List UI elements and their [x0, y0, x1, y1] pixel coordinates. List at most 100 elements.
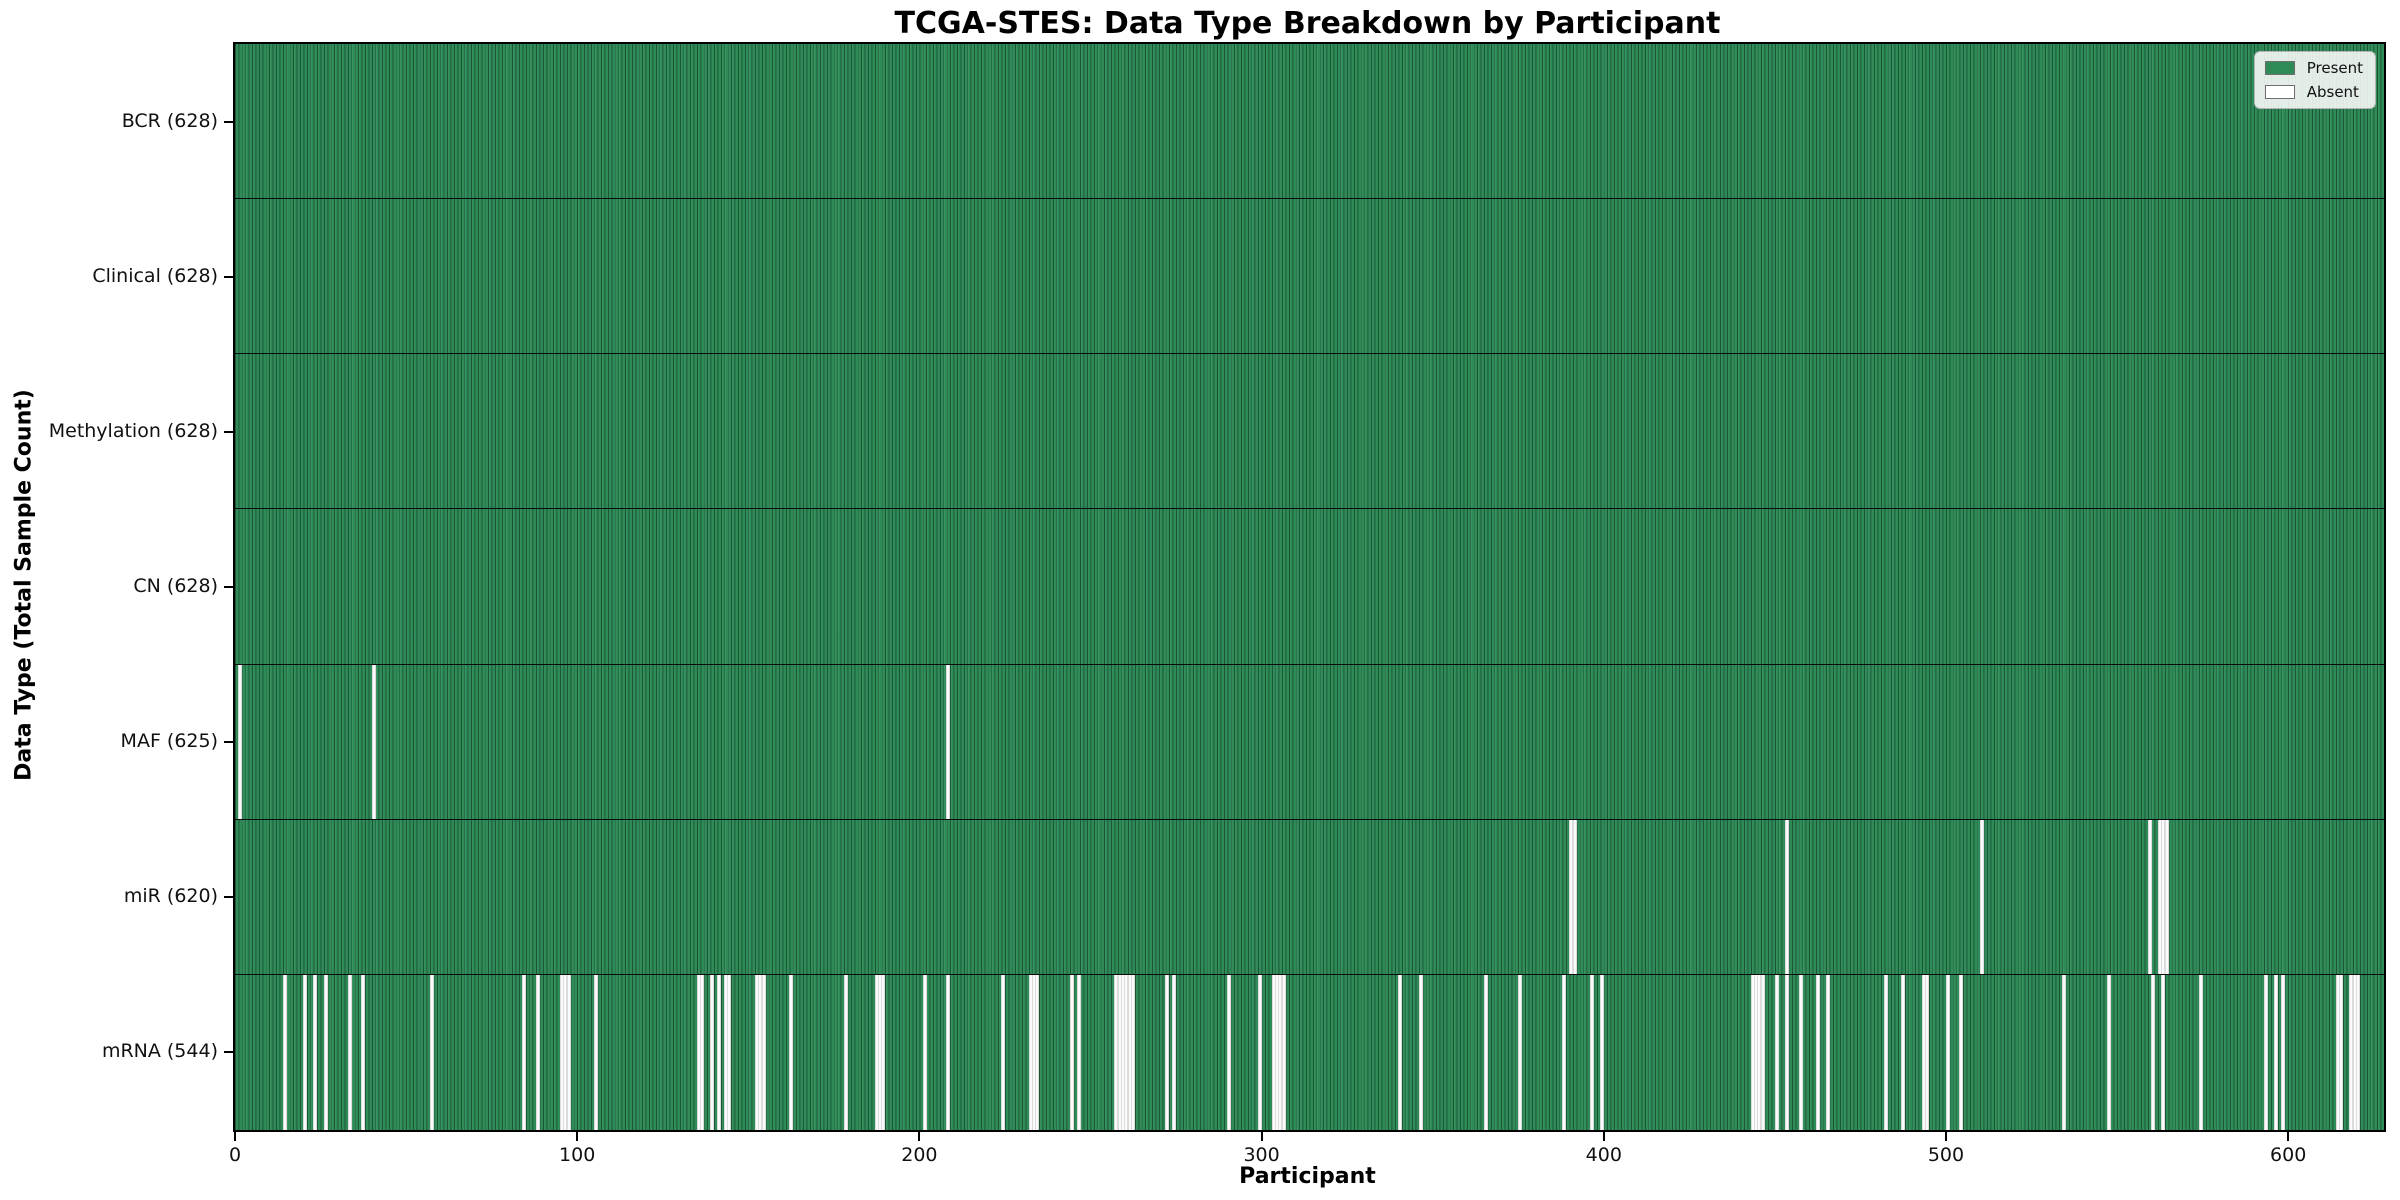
absent-stripe-mRNA-224: [1001, 974, 1006, 1130]
absent-stripe-miR-562: [2157, 819, 2162, 974]
absent-stripe-miR-390: [1569, 819, 1574, 974]
absent-stripe-mRNA-135: [696, 974, 701, 1130]
row-mRNA: [235, 974, 2384, 1130]
absent-stripe-mRNA-305: [1278, 974, 1283, 1130]
absent-stripe-mRNA-262: [1131, 974, 1136, 1130]
absent-stripe-mRNA-619: [2352, 974, 2357, 1130]
absent-stripe-miR-563: [2161, 819, 2166, 974]
absent-stripe-mRNA-233: [1032, 974, 1037, 1130]
absent-stripe-MAF-1: [238, 664, 243, 819]
absent-stripe-mRNA-88: [535, 974, 540, 1130]
legend-label-absent: Absent: [2306, 83, 2359, 101]
absent-stripe-MAF-208: [946, 664, 951, 819]
ytick-label-miR: miR (620): [123, 885, 218, 908]
absent-stripe-mRNA-453: [1784, 974, 1789, 1130]
absent-stripe-MAF-40: [371, 664, 376, 819]
xtick-label-500: 500: [1927, 1144, 1965, 1166]
xtick-mark-0: [234, 1132, 236, 1141]
absent-stripe-mRNA-23: [313, 974, 318, 1130]
absent-stripe-mRNA-272: [1165, 974, 1170, 1130]
absent-stripe-mRNA-547: [2106, 974, 2111, 1130]
absent-stripe-mRNA-620: [2356, 974, 2361, 1130]
row-Methylation: [235, 354, 2384, 510]
xtick-label-400: 400: [1585, 1144, 1622, 1166]
row-MAF: [235, 664, 2384, 820]
absent-stripe-miR-453: [1784, 819, 1789, 974]
absent-stripe-mRNA-152: [754, 974, 759, 1130]
absent-stripe-mRNA-596: [2274, 974, 2279, 1130]
absent-stripe-mRNA-457: [1798, 974, 1803, 1130]
absent-stripe-miR-564: [2164, 819, 2169, 974]
xtick-mark-300: [1260, 1132, 1263, 1141]
absent-stripe-mRNA-274: [1172, 974, 1177, 1130]
absent-stripe-mRNA-105: [594, 974, 599, 1130]
xtick-label-0: 0: [228, 1144, 242, 1166]
row-CN: [235, 509, 2384, 665]
absent-stripe-mRNA-443: [1750, 974, 1755, 1130]
absent-stripe-mRNA-346: [1418, 974, 1423, 1130]
absent-stripe-mRNA-37: [361, 974, 366, 1130]
absent-stripe-mRNA-299: [1257, 974, 1262, 1130]
absent-stripe-mRNA-446: [1760, 974, 1765, 1130]
absent-stripe-mRNA-482: [1884, 974, 1889, 1130]
absent-stripe-mRNA-487: [1901, 974, 1906, 1130]
xtick-label-200: 200: [901, 1144, 938, 1166]
row-miR: [235, 819, 2384, 975]
absent-stripe-mRNA-141: [717, 974, 722, 1130]
absent-stripe-mRNA-306: [1281, 974, 1286, 1130]
absent-stripe-mRNA-375: [1517, 974, 1522, 1130]
absent-stripe-mRNA-246: [1076, 974, 1081, 1130]
absent-stripe-mRNA-95: [559, 974, 564, 1130]
absent-stripe-mRNA-153: [758, 974, 763, 1130]
absent-stripe-mRNA-259: [1120, 974, 1125, 1130]
absent-stripe-mRNA-563: [2161, 974, 2166, 1130]
xtick-mark-200: [918, 1132, 921, 1141]
xtick-label-300: 300: [1243, 1144, 1280, 1166]
absent-stripe-mRNA-615: [2339, 974, 2344, 1130]
absent-stripe-mRNA-232: [1028, 974, 1033, 1130]
absent-stripe-mRNA-396: [1589, 974, 1594, 1130]
absent-stripe-mRNA-257: [1114, 974, 1119, 1130]
absent-stripe-mRNA-244: [1069, 974, 1074, 1130]
row-BCR: [235, 44, 2384, 200]
ytick-label-Clinical: Clinical (628): [92, 264, 218, 287]
absent-stripe-mRNA-143: [724, 974, 729, 1130]
ytick-label-CN: CN (628): [133, 575, 218, 597]
absent-stripe-mRNA-33: [347, 974, 352, 1130]
ytick-label-mRNA: mRNA (544): [101, 1040, 218, 1063]
absent-stripe-mRNA-84: [522, 974, 527, 1130]
chart-title: TCGA-STES: Data Type Breakdown by Partic…: [894, 6, 1721, 41]
absent-stripe-mRNA-258: [1117, 974, 1122, 1130]
legend-label-present: Present: [2306, 59, 2363, 77]
absent-stripe-mRNA-493: [1921, 974, 1926, 1130]
xtick-mark-100: [576, 1132, 579, 1141]
legend-item-present: Present: [2264, 59, 2363, 77]
legend: Present Absent: [2253, 51, 2376, 109]
absent-stripe-mRNA-188: [878, 974, 883, 1130]
absent-stripe-mRNA-465: [1825, 974, 1830, 1130]
absent-stripe-mRNA-560: [2151, 974, 2156, 1130]
absent-stripe-mRNA-593: [2263, 974, 2268, 1130]
absent-stripe-mRNA-136: [700, 974, 705, 1130]
absent-stripe-mRNA-189: [881, 974, 886, 1130]
absent-stripe-miR-510: [1979, 819, 1984, 974]
absent-stripe-mRNA-234: [1035, 974, 1040, 1130]
absent-stripe-mRNA-139: [710, 974, 715, 1130]
xtick-label-100: 100: [559, 1144, 596, 1166]
ytick-mark: [224, 120, 233, 123]
x-axis-label: Participant: [1239, 1164, 1376, 1189]
absent-stripe-mRNA-598: [2281, 974, 2286, 1130]
absent-stripe-mRNA-618: [2349, 974, 2354, 1130]
xtick-mark-400: [1602, 1132, 1605, 1141]
absent-stripe-mRNA-494: [1925, 974, 1930, 1130]
absent-stripe-mRNA-534: [2062, 974, 2067, 1130]
legend-item-absent: Absent: [2264, 83, 2363, 101]
absent-stripe-mRNA-303: [1271, 974, 1276, 1130]
absent-stripe-miR-559: [2147, 819, 2152, 974]
absent-stripe-mRNA-290: [1227, 974, 1232, 1130]
absent-stripe-mRNA-304: [1274, 974, 1279, 1130]
absent-stripe-mRNA-340: [1398, 974, 1403, 1130]
row-Clinical: [235, 199, 2384, 355]
ytick-label-MAF: MAF (625): [120, 730, 218, 753]
